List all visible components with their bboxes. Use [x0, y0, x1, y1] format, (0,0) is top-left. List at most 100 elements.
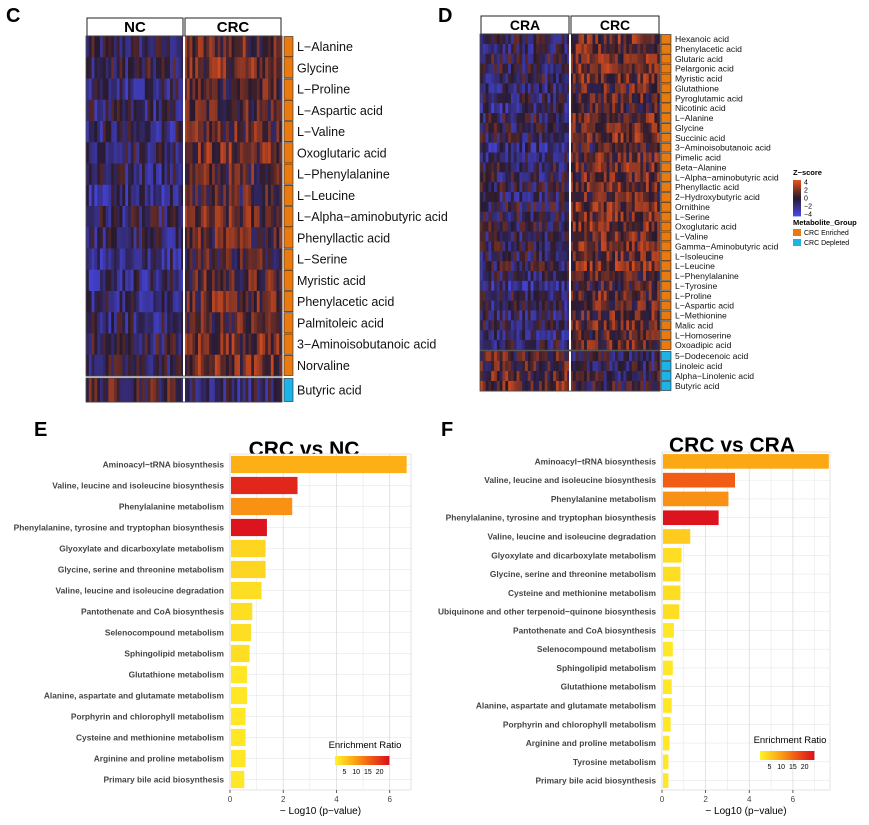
heatmap-cell: [606, 122, 610, 134]
heatmap-cell: [525, 201, 529, 213]
heatmap-cell: [572, 63, 577, 74]
heatmap-cell: [496, 132, 501, 144]
metabolite-group-bar: [660, 83, 672, 94]
heatmap-cell: [105, 291, 109, 313]
metabolite-group-bar: [660, 320, 672, 331]
heatmap-cell: [603, 310, 607, 321]
heatmap-cell: [502, 271, 506, 282]
heatmap-cell: [212, 163, 216, 186]
heatmap-cell: [584, 152, 588, 163]
heatmap-cell: [525, 103, 529, 114]
heatmap-cell: [547, 310, 551, 321]
heatmap-cell: [164, 206, 168, 228]
heatmap-cell: [150, 227, 154, 249]
heatmap-cell: [508, 192, 512, 203]
heatmap-cell: [142, 57, 146, 79]
heatmap-cell: [240, 99, 244, 122]
heatmap-cell: [130, 121, 134, 143]
heatmap-cell: [513, 113, 517, 124]
heatmap-cell: [631, 340, 636, 351]
heatmap-cell: [209, 354, 213, 377]
heatmap-cell: [153, 142, 157, 164]
heatmap-cell: [86, 291, 90, 313]
heatmap-cell: [629, 103, 633, 114]
heatmap-cell: [567, 201, 571, 213]
heatmap-cell: [485, 132, 489, 144]
heatmap-cell: [567, 241, 571, 252]
heatmap-cell: [248, 291, 252, 313]
heatmap-cell: [195, 121, 199, 143]
heatmap-cell: [254, 227, 258, 249]
heatmap-cell: [496, 53, 501, 65]
heatmap-cell: [254, 291, 258, 313]
heatmap-cell: [513, 122, 517, 134]
heatmap-cell: [158, 142, 162, 164]
heatmap-cell: [606, 192, 610, 203]
heatmap-cell: [547, 73, 551, 84]
heatmap-cell: [206, 36, 210, 58]
heatmap-cell: [603, 192, 607, 203]
heatmap-cell: [544, 330, 548, 341]
metabolite-group-bar: [660, 142, 672, 153]
heatmap-cell: [564, 280, 568, 292]
heatmap-cell: [184, 227, 188, 249]
heatmap-cell: [97, 227, 101, 249]
heatmap-cell: [499, 182, 503, 193]
heatmap-cell: [164, 291, 168, 313]
heatmap-cell: [516, 221, 520, 232]
heatmap-cell: [91, 248, 95, 271]
heatmap-cell: [648, 300, 652, 311]
heatmap-cell: [592, 132, 596, 144]
heatmap-cell: [195, 248, 199, 271]
heatmap-cell: [539, 221, 543, 232]
heatmap-cell: [105, 36, 109, 58]
heatmap-cell: [578, 182, 582, 193]
heatmap-cell: [629, 251, 633, 262]
heatmap-cell: [654, 83, 658, 94]
heatmap-cell: [612, 182, 616, 193]
heatmap-cell: [161, 312, 165, 334]
heatmap-cell: [111, 121, 115, 143]
heatmap-cell: [600, 142, 605, 153]
heatmap-cell: [623, 152, 627, 163]
heatmap-cell: [519, 361, 523, 372]
heatmap-cell: [564, 361, 568, 372]
heatmap-cell: [86, 99, 90, 122]
heatmap-cell: [553, 172, 557, 183]
heatmap-cell: [631, 152, 636, 163]
heatmap-cell: [648, 361, 652, 372]
heatmap-cell: [519, 241, 523, 252]
heatmap-cell: [643, 371, 647, 382]
heatmap-cell: [508, 201, 512, 213]
heatmap-cell: [125, 121, 129, 143]
heatmap-cell: [212, 354, 216, 377]
row-label: L−Valine: [675, 232, 708, 242]
heatmap-cell: [88, 184, 92, 207]
heatmap-cell: [499, 320, 503, 331]
heatmap-cell: [130, 354, 134, 377]
heatmap-cell: [212, 36, 216, 58]
heatmap-cell: [192, 99, 196, 122]
heatmap-cell: [248, 57, 252, 79]
heatmap-cell: [192, 121, 196, 143]
heatmap-cell: [525, 261, 529, 272]
heatmap-cell: [536, 192, 540, 203]
heatmap-cell: [657, 290, 661, 302]
heatmap-cell: [167, 333, 171, 356]
heatmap-cell: [513, 310, 517, 321]
heatmap-cell: [570, 152, 574, 163]
heatmap-cell: [533, 361, 537, 372]
heatmap-cell: [254, 121, 258, 143]
heatmap-cell: [572, 132, 577, 144]
heatmap-cell: [198, 354, 202, 377]
heatmap-cell: [480, 221, 484, 232]
heatmap-cell: [600, 122, 605, 134]
metabolite-group-bar: [660, 211, 672, 222]
heatmap-cell: [245, 227, 249, 249]
heatmap-cell: [584, 361, 588, 372]
heatmap-cell: [485, 152, 489, 163]
heatmap-cell: [485, 231, 489, 242]
heatmap-cell: [651, 280, 655, 292]
heatmap-cell: [651, 221, 655, 232]
heatmap-cell: [533, 201, 537, 213]
